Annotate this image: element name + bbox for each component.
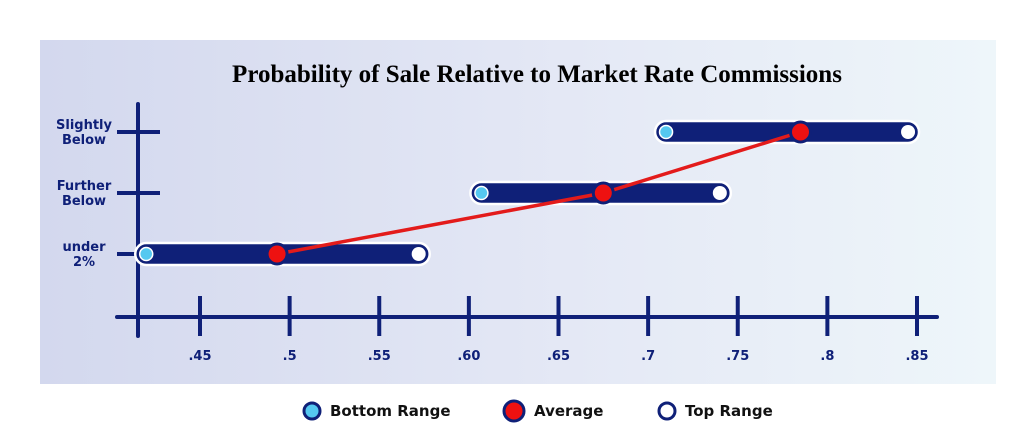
category-label: 2% [73, 255, 95, 270]
range-bar [653, 119, 921, 145]
x-tick-label: .8 [820, 349, 834, 364]
average-point [265, 242, 289, 266]
x-tick-label: .5 [283, 349, 297, 364]
bottom-range-point [658, 124, 674, 140]
legend-label: Top Range [685, 402, 773, 420]
top-range-point [712, 186, 727, 200]
x-tick-label: .7 [641, 349, 655, 364]
legend: Bottom Range Average Top Range [302, 399, 773, 423]
legend-swatch-bottom-range [302, 401, 322, 421]
x-tick-label: .65 [547, 349, 570, 364]
legend-label: Average [534, 402, 603, 420]
category-label: Slightly [56, 118, 113, 133]
category-label: Further [57, 179, 112, 194]
x-tick-label: .45 [188, 349, 211, 364]
top-range-point [901, 125, 916, 139]
legend-swatch-top-range [657, 401, 677, 421]
legend-swatch-average [502, 399, 526, 423]
legend-label: Bottom Range [330, 402, 451, 420]
x-tick-labels: .45 .5 .55 .60 .65 .7 .75 .8 .85 [188, 349, 928, 364]
x-tick-label: .85 [905, 349, 928, 364]
category-label: Below [62, 194, 106, 209]
bottom-range-point [474, 185, 489, 201]
average-point [591, 181, 615, 205]
x-tick-label: .55 [368, 349, 391, 364]
top-range-point [411, 247, 426, 261]
chart-title: Probability of Sale Relative to Market R… [232, 61, 842, 88]
plot-background [40, 40, 996, 384]
category-label: under [62, 240, 106, 255]
bottom-range-point [138, 246, 154, 262]
category-label: Below [62, 133, 106, 148]
range-points [138, 120, 916, 266]
average-point [788, 120, 812, 144]
x-tick-label: .60 [457, 349, 480, 364]
x-tick-label: .75 [726, 349, 749, 364]
